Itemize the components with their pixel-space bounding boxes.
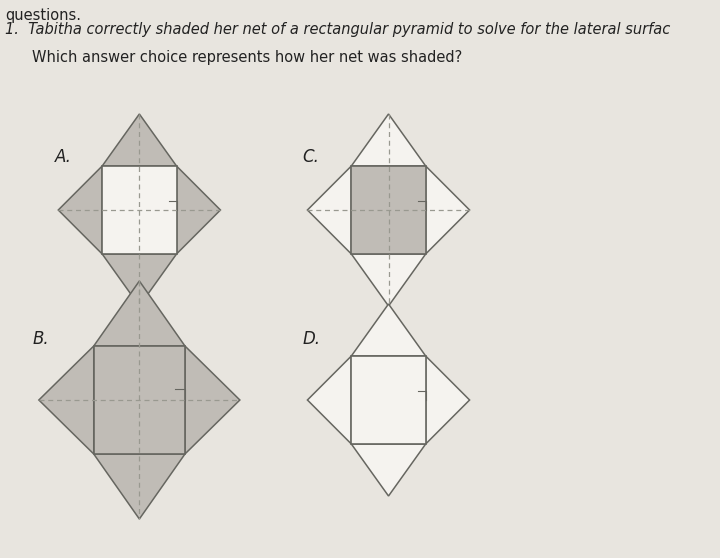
Polygon shape [102, 254, 176, 306]
Polygon shape [102, 114, 176, 166]
Polygon shape [426, 356, 469, 444]
Polygon shape [94, 346, 185, 454]
Polygon shape [94, 281, 185, 346]
Text: 1.  Tabitha correctly shaded her net of a rectangular pyramid to solve for the l: 1. Tabitha correctly shaded her net of a… [5, 22, 670, 37]
Polygon shape [58, 166, 102, 254]
Polygon shape [351, 444, 426, 496]
Polygon shape [351, 356, 426, 444]
Text: D.: D. [302, 330, 320, 348]
Polygon shape [307, 356, 351, 444]
Polygon shape [351, 114, 426, 166]
Text: B.: B. [32, 330, 49, 348]
Text: questions.: questions. [5, 8, 81, 23]
Polygon shape [102, 166, 176, 254]
Polygon shape [176, 166, 220, 254]
Polygon shape [351, 254, 426, 306]
Polygon shape [351, 304, 426, 356]
Polygon shape [426, 166, 469, 254]
Polygon shape [307, 166, 351, 254]
Text: Which answer choice represents how her net was shaded?: Which answer choice represents how her n… [32, 50, 462, 65]
Text: C.: C. [302, 148, 319, 166]
Text: A.: A. [55, 148, 72, 166]
Polygon shape [185, 346, 240, 454]
Polygon shape [39, 346, 94, 454]
Polygon shape [94, 454, 185, 519]
Polygon shape [351, 166, 426, 254]
